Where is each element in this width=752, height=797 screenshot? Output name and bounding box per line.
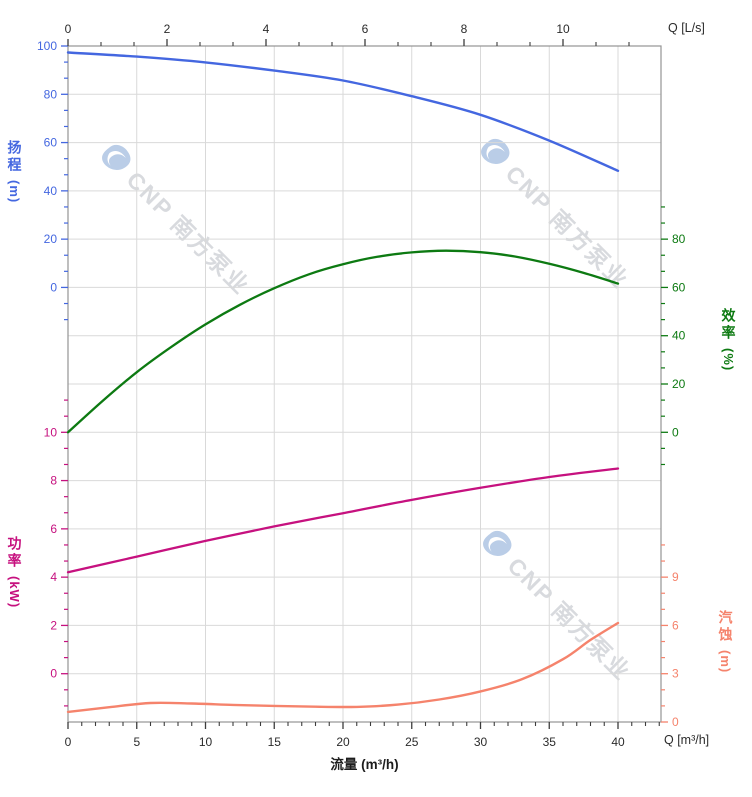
power-tick-label: 4 <box>50 570 57 584</box>
bottom-tick-label: 15 <box>268 735 282 749</box>
bottom-tick-label: 40 <box>611 735 625 749</box>
top-tick-label: 8 <box>461 22 468 36</box>
bottom-axis-unit-label: Q [m³/h] <box>664 733 710 747</box>
power-tick-label: 10 <box>44 425 58 439</box>
x-axis-title: 流量 (m³/h) <box>330 757 399 772</box>
top-tick-label: 6 <box>362 22 369 36</box>
top-tick-label: 0 <box>65 22 72 36</box>
npsh-axis-unit: (m) <box>717 650 733 674</box>
head-axis-unit: (m) <box>6 180 22 204</box>
top-tick-label: 2 <box>164 22 171 36</box>
efficiency-tick-label: 60 <box>672 280 686 294</box>
efficiency-tick-label: 20 <box>672 377 686 391</box>
efficiency-tick-label: 80 <box>672 232 686 246</box>
power-axis-title: 功率 (kW) <box>5 536 23 608</box>
head-curve <box>66 51 620 172</box>
bottom-tick-label: 5 <box>133 735 140 749</box>
npsh-tick-label: 0 <box>672 715 679 729</box>
head-axis-title: 扬程 (m) <box>5 140 23 203</box>
efficiency-curve <box>66 249 620 434</box>
head-tick-label: 60 <box>44 136 58 150</box>
head-tick-label: 0 <box>50 280 57 294</box>
npsh-curve <box>66 621 620 714</box>
efficiency-tick-label: 0 <box>672 425 679 439</box>
efficiency-axis-title-text: 效率 <box>720 308 737 342</box>
bottom-tick-label: 20 <box>336 735 350 749</box>
npsh-axis-title-text: 汽蚀 <box>717 610 734 644</box>
top-tick-label: 4 <box>263 22 270 36</box>
head-tick-label: 80 <box>44 87 58 101</box>
power-tick-label: 2 <box>50 618 57 632</box>
head-tick-label: 40 <box>44 184 58 198</box>
efficiency-axis-unit: (%) <box>720 348 736 372</box>
top-tick-label: 10 <box>556 22 570 36</box>
efficiency-axis-title: 效率 (%) <box>719 308 737 371</box>
npsh-tick-label: 9 <box>672 570 679 584</box>
bottom-tick-label: 30 <box>474 735 488 749</box>
power-tick-label: 0 <box>50 667 57 681</box>
power-curve <box>66 467 620 574</box>
bottom-tick-label: 0 <box>65 735 72 749</box>
bottom-tick-label: 25 <box>405 735 419 749</box>
head-axis-title-text: 扬程 <box>6 140 23 174</box>
head-tick-label: 100 <box>37 39 57 53</box>
power-tick-label: 6 <box>50 522 57 536</box>
bottom-tick-label: 10 <box>199 735 213 749</box>
power-axis-unit: (kW) <box>6 576 22 609</box>
npsh-axis-title: 汽蚀 (m) <box>716 610 734 673</box>
top-axis-unit-label: Q [L/s] <box>668 21 705 35</box>
bottom-tick-label: 35 <box>543 735 557 749</box>
npsh-tick-label: 6 <box>672 618 679 632</box>
power-axis-title-text: 功率 <box>6 536 23 570</box>
efficiency-tick-label: 40 <box>672 329 686 343</box>
head-tick-label: 20 <box>44 232 58 246</box>
npsh-tick-label: 3 <box>672 667 679 681</box>
power-tick-label: 8 <box>50 474 57 488</box>
